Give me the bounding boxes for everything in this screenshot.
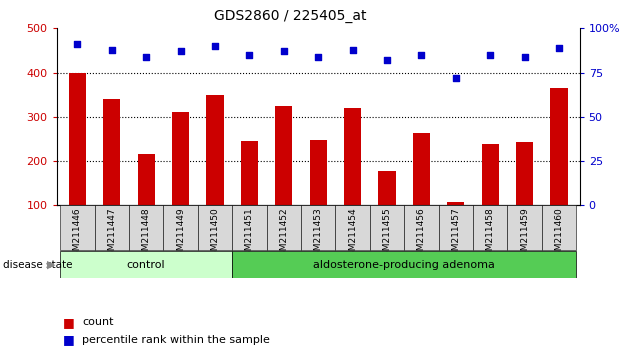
FancyBboxPatch shape (60, 251, 232, 278)
Point (141, 54, 151, 59)
Text: percentile rank within the sample: percentile rank within the sample (82, 335, 270, 345)
Text: aldosterone-producing adenoma: aldosterone-producing adenoma (313, 259, 495, 270)
Point (416, 52, 427, 58)
Bar (207, 95, 224, 205)
Text: control: control (127, 259, 166, 270)
Bar (137, 154, 155, 205)
FancyBboxPatch shape (129, 205, 163, 250)
Bar (481, 144, 499, 205)
FancyBboxPatch shape (370, 205, 404, 250)
Text: GSM211452: GSM211452 (279, 207, 289, 262)
Point (106, 47, 117, 52)
Point (210, 43, 220, 49)
FancyBboxPatch shape (473, 205, 507, 250)
FancyBboxPatch shape (163, 205, 198, 250)
FancyBboxPatch shape (301, 205, 335, 250)
Text: GDS2860 / 225405_at: GDS2860 / 225405_at (214, 9, 366, 23)
Text: GSM211453: GSM211453 (314, 207, 323, 262)
Text: GSM211447: GSM211447 (107, 207, 117, 262)
Text: GSM211449: GSM211449 (176, 207, 185, 262)
Text: count: count (82, 317, 113, 327)
Point (72, 41, 83, 47)
Bar (551, 88, 568, 205)
Bar (309, 140, 327, 205)
Text: GSM211456: GSM211456 (417, 207, 426, 262)
FancyBboxPatch shape (542, 205, 576, 250)
FancyBboxPatch shape (507, 205, 542, 250)
Text: disease state: disease state (3, 260, 72, 270)
FancyBboxPatch shape (232, 205, 266, 250)
FancyBboxPatch shape (404, 205, 438, 250)
FancyBboxPatch shape (60, 205, 94, 250)
Bar (69, 73, 86, 205)
Bar (344, 108, 361, 205)
Point (278, 48, 289, 54)
Point (450, 75, 461, 81)
FancyBboxPatch shape (335, 205, 370, 250)
FancyBboxPatch shape (266, 205, 301, 250)
Bar (103, 99, 120, 205)
Text: GSM211446: GSM211446 (73, 207, 82, 262)
Text: ▶: ▶ (47, 260, 55, 270)
Text: GSM211448: GSM211448 (142, 207, 151, 262)
FancyBboxPatch shape (232, 251, 576, 278)
Text: GSM211457: GSM211457 (451, 207, 461, 262)
Text: GSM211450: GSM211450 (210, 207, 219, 262)
Bar (447, 202, 464, 205)
Point (382, 57, 392, 63)
Point (176, 48, 186, 54)
Bar (275, 106, 292, 205)
Text: GSM211455: GSM211455 (382, 207, 391, 262)
Point (554, 45, 564, 51)
FancyBboxPatch shape (198, 205, 232, 250)
Point (348, 47, 358, 52)
Bar (241, 141, 258, 205)
Text: GSM211458: GSM211458 (486, 207, 495, 262)
Bar (379, 171, 396, 205)
Text: GSM211454: GSM211454 (348, 207, 357, 262)
Point (485, 52, 495, 58)
Point (520, 54, 530, 59)
Point (244, 52, 255, 58)
FancyBboxPatch shape (94, 205, 129, 250)
Text: GSM211460: GSM211460 (554, 207, 563, 262)
Bar (413, 133, 430, 205)
Text: GSM211459: GSM211459 (520, 207, 529, 262)
Point (313, 54, 323, 59)
Text: GSM211451: GSM211451 (245, 207, 254, 262)
Text: ■: ■ (63, 333, 75, 346)
FancyBboxPatch shape (438, 205, 473, 250)
Bar (172, 112, 189, 205)
Text: ■: ■ (63, 316, 75, 329)
Bar (516, 143, 533, 205)
